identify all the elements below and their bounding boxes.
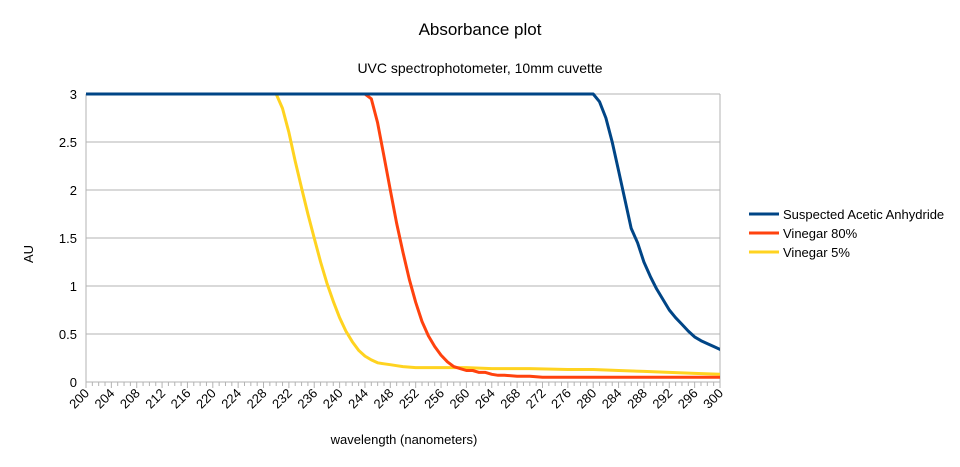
x-tick-label: 284 <box>599 386 625 412</box>
y-tick-label: 0 <box>70 375 77 390</box>
legend: Suspected Acetic Anhydride Vinegar 80% Vin… <box>749 207 944 260</box>
y-tick-labels: 0 0.5 1 1.5 2 2.5 3 <box>59 87 77 390</box>
x-tick-label: 260 <box>447 386 473 412</box>
x-tick-label: 276 <box>548 386 574 412</box>
series-line <box>86 92 720 376</box>
y-tick-label: 0.5 <box>59 327 77 342</box>
chart-title: Absorbance plot <box>419 20 542 39</box>
y-axis-label: AU <box>21 245 36 263</box>
x-tick-label: 228 <box>244 386 270 412</box>
x-axis-label: wavelength (nanometers) <box>330 432 478 447</box>
x-tick-label: 252 <box>396 386 422 412</box>
y-tick-label: 2 <box>70 183 77 198</box>
legend-entry: Suspected Acetic Anhydride <box>783 207 944 222</box>
x-tick-label: 268 <box>497 386 523 412</box>
x-tick-label: 280 <box>573 386 599 412</box>
x-tick-label: 208 <box>117 386 143 412</box>
x-tick-label: 292 <box>649 386 675 412</box>
y-tick-label: 3 <box>70 87 77 102</box>
x-tick-label: 256 <box>421 386 447 412</box>
x-tick-label: 264 <box>472 386 498 412</box>
x-tick-label: 248 <box>370 386 396 412</box>
x-tick-label: 236 <box>294 386 320 412</box>
x-tick-label: 296 <box>675 386 701 412</box>
x-tick-label: 232 <box>269 386 295 412</box>
series-line <box>86 92 720 351</box>
x-tick-label: 240 <box>320 386 346 412</box>
axes <box>85 94 721 388</box>
chart-subtitle: UVC spectrophotometer, 10mm cuvette <box>357 60 602 76</box>
x-tick-label: 220 <box>193 386 219 412</box>
legend-entry: Vinegar 5% <box>783 245 850 260</box>
x-tick-label: 288 <box>624 386 650 412</box>
x-tick-label: 272 <box>523 386 549 412</box>
x-tick-label: 300 <box>700 386 726 412</box>
x-tick-labels: 200 204 208 212 216 220 224 228 232 236 240 244 248 2… <box>66 386 726 412</box>
x-tick-label: 216 <box>168 386 194 412</box>
x-tick-label: 244 <box>345 386 371 412</box>
x-tick-label: 204 <box>92 386 118 412</box>
series-line <box>86 92 720 379</box>
grid-lines <box>86 93 720 335</box>
x-tick-label: 224 <box>218 386 244 412</box>
y-tick-label: 1 <box>70 279 77 294</box>
x-tick-label: 212 <box>142 386 168 412</box>
series-lines <box>86 92 720 379</box>
y-tick-label: 2.5 <box>59 135 77 150</box>
legend-entry: Vinegar 80% <box>783 226 858 241</box>
y-tick-label: 1.5 <box>59 231 77 246</box>
